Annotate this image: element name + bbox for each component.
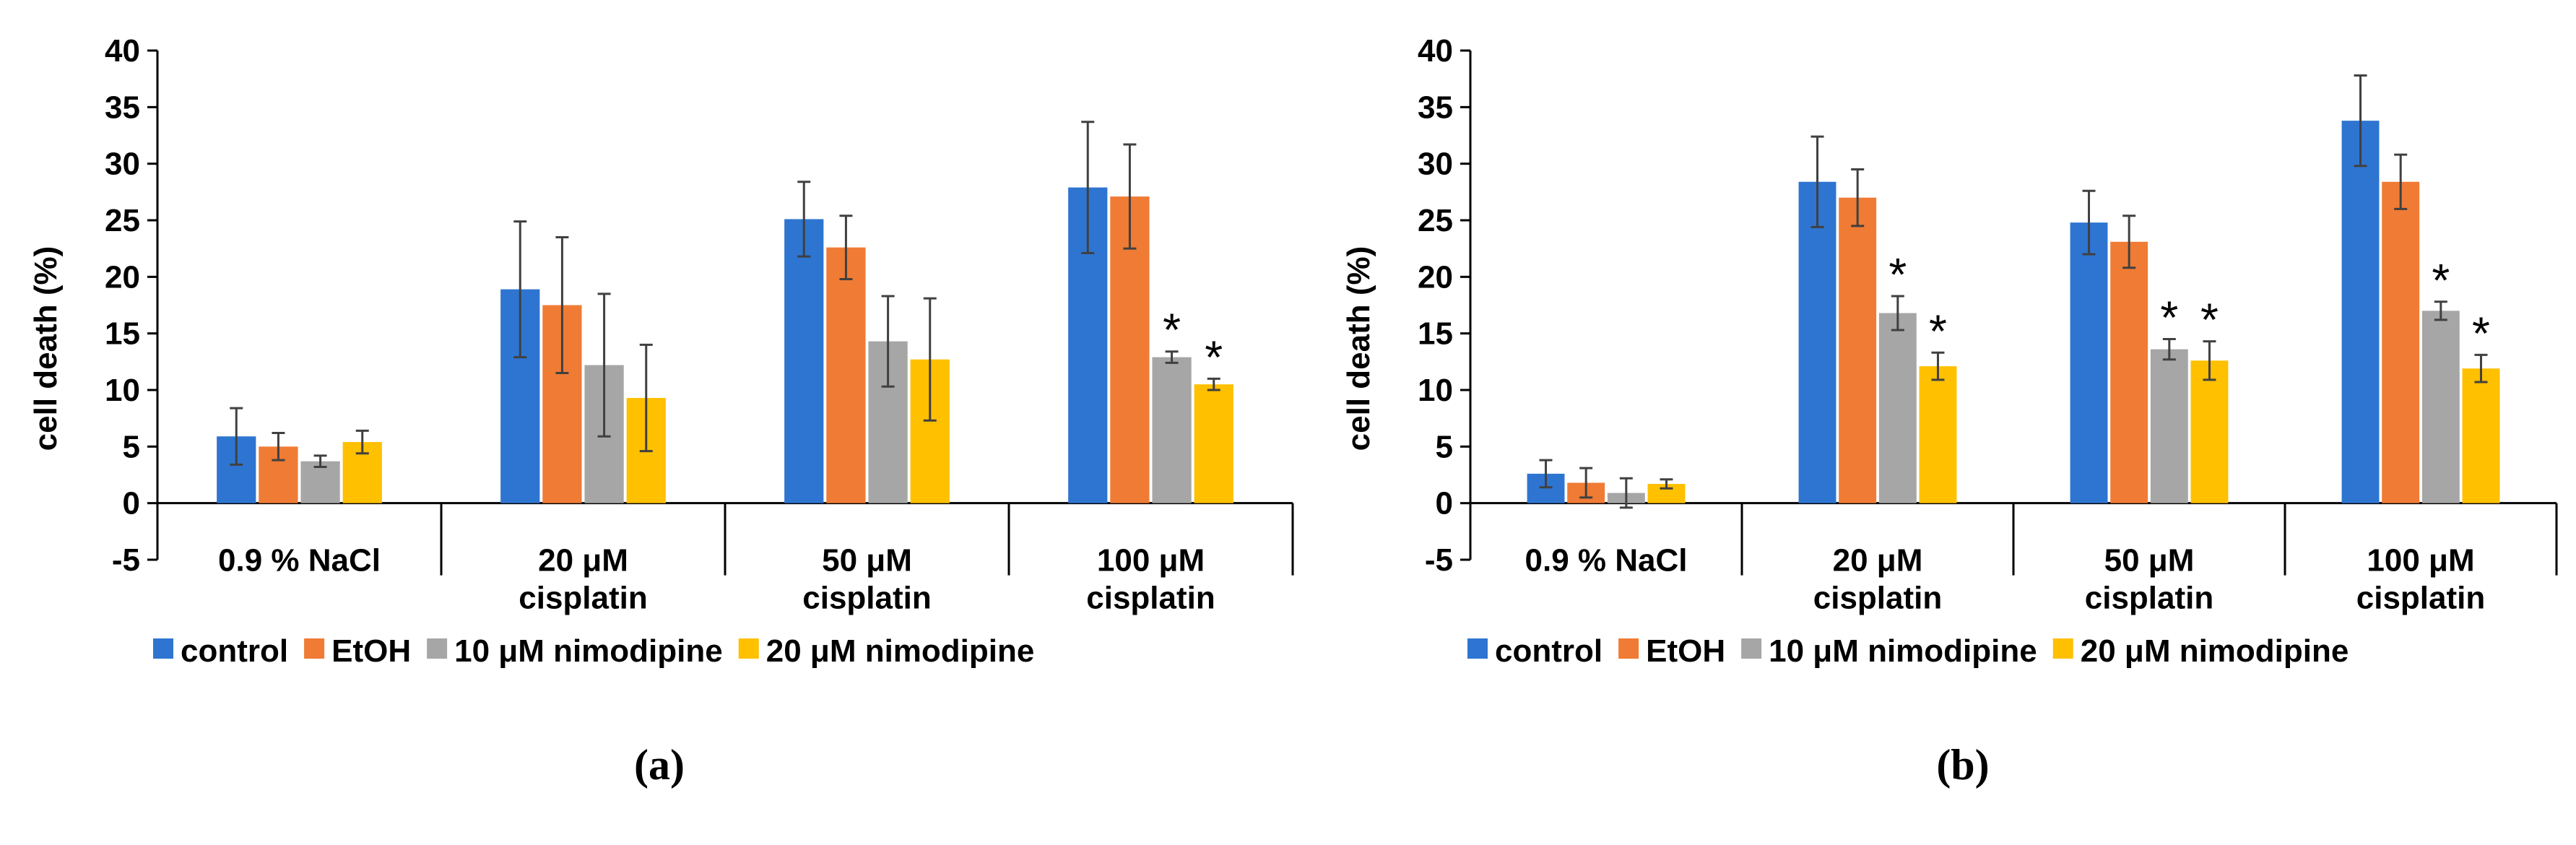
bar-10-um-nimodipine (2421, 311, 2460, 503)
legend-swatch (1467, 638, 1488, 659)
y-tick-label: -5 (112, 542, 140, 578)
significance-marker: * (1888, 248, 1907, 300)
bar-20-um-nimodipine (2462, 368, 2500, 503)
panel-label: (a) (634, 741, 685, 789)
legend-swatch (304, 638, 325, 659)
category-label: cisplatin (2085, 581, 2214, 616)
legend-label: 20 μM nimodipine (766, 633, 1035, 669)
y-tick-label: 20 (105, 259, 140, 295)
significance-marker: * (1163, 304, 1181, 356)
y-tick-label: 5 (1436, 429, 1453, 464)
category-label: 0.9 % NaCl (218, 543, 381, 578)
y-tick-label: 35 (1418, 90, 1453, 125)
legend-label: 10 μM nimodipine (454, 633, 723, 669)
bar-etoh (826, 247, 866, 503)
category-label: cisplatin (1813, 581, 1943, 616)
legend-swatch (738, 638, 759, 659)
legend-swatch (153, 638, 173, 659)
bar-20-um-nimodipine (2190, 360, 2229, 503)
bar-10-um-nimodipine (300, 461, 340, 503)
y-tick-label: -5 (1425, 542, 1453, 578)
legend-swatch (2052, 638, 2073, 659)
y-tick-label: 25 (1418, 203, 1453, 238)
y-tick-label: 30 (1418, 147, 1453, 182)
category-label: cisplatin (802, 581, 932, 616)
bar-20-um-nimodipine (1919, 366, 1957, 503)
bar-control (784, 219, 824, 503)
significance-marker: * (1929, 305, 1947, 357)
category-label: 20 μM (538, 543, 628, 578)
y-tick-label: 40 (1418, 33, 1453, 69)
category-label: cisplatin (519, 581, 648, 616)
category-label: cisplatin (1086, 581, 1215, 616)
legend-swatch (427, 638, 448, 659)
category-label: 20 μM (1833, 543, 1923, 578)
bar-10-um-nimodipine (1152, 357, 1192, 503)
bar-10-um-nimodipine (1878, 313, 1917, 503)
y-tick-label: 25 (105, 203, 140, 238)
y-tick-label: 5 (123, 429, 140, 464)
y-tick-label: 15 (1418, 316, 1453, 352)
category-label: 50 μM (822, 543, 912, 578)
y-tick-label: 40 (105, 33, 140, 69)
y-tick-label: 0 (123, 486, 140, 521)
y-tick-label: 15 (105, 316, 140, 352)
legend-label: 10 μM nimodipine (1769, 633, 2037, 669)
y-tick-label: 20 (1418, 259, 1453, 295)
legend-swatch (1741, 638, 1762, 659)
significance-marker: * (2160, 292, 2178, 344)
bar-etoh (1839, 197, 1877, 503)
legend-label: control (1495, 633, 1603, 669)
chart-panel-a: -5 0 5 10 15 20 25 30 35 40 cell death (%) 0.9 % Na… (28, 33, 1294, 789)
chart-panel-b: -5 0 5 10 15 20 25 30 35 40 cell death (%) 0.9 % Na… (1341, 33, 2558, 789)
bar-control (1798, 181, 1836, 503)
legend-label: EtOH (331, 633, 411, 669)
bar-control (2341, 121, 2380, 503)
legend-label: 20 μM nimodipine (2081, 633, 2349, 669)
bar-control (2070, 222, 2108, 503)
category-label: 100 μM (2367, 543, 2474, 578)
bar-10-um-nimodipine (2150, 349, 2188, 503)
category-label: cisplatin (2356, 581, 2486, 616)
bar-20-um-nimodipine (1194, 384, 1233, 503)
y-tick-label: 0 (1436, 486, 1453, 521)
y-tick-label: 35 (105, 90, 140, 125)
bar-etoh (2382, 181, 2420, 503)
y-tick-label: 30 (105, 147, 140, 182)
significance-marker: * (2432, 254, 2450, 306)
y-axis-label: cell death (%) (1341, 246, 1376, 451)
panel-label: (b) (1936, 741, 1989, 789)
category-label: 100 μM (1097, 543, 1205, 578)
bar-etoh (2110, 241, 2148, 503)
significance-marker: * (2200, 294, 2219, 346)
y-axis-label: cell death (%) (28, 246, 64, 451)
legend-label: control (181, 633, 288, 669)
legend-swatch (1618, 638, 1639, 659)
category-label: 0.9 % NaCl (1525, 543, 1688, 578)
category-label: 50 μM (2104, 543, 2195, 578)
legend-label: EtOH (1646, 633, 1725, 669)
significance-marker: * (1205, 331, 1223, 383)
y-tick-label: 10 (1418, 373, 1453, 408)
significance-marker: * (2472, 307, 2490, 359)
y-tick-label: 10 (105, 373, 140, 408)
